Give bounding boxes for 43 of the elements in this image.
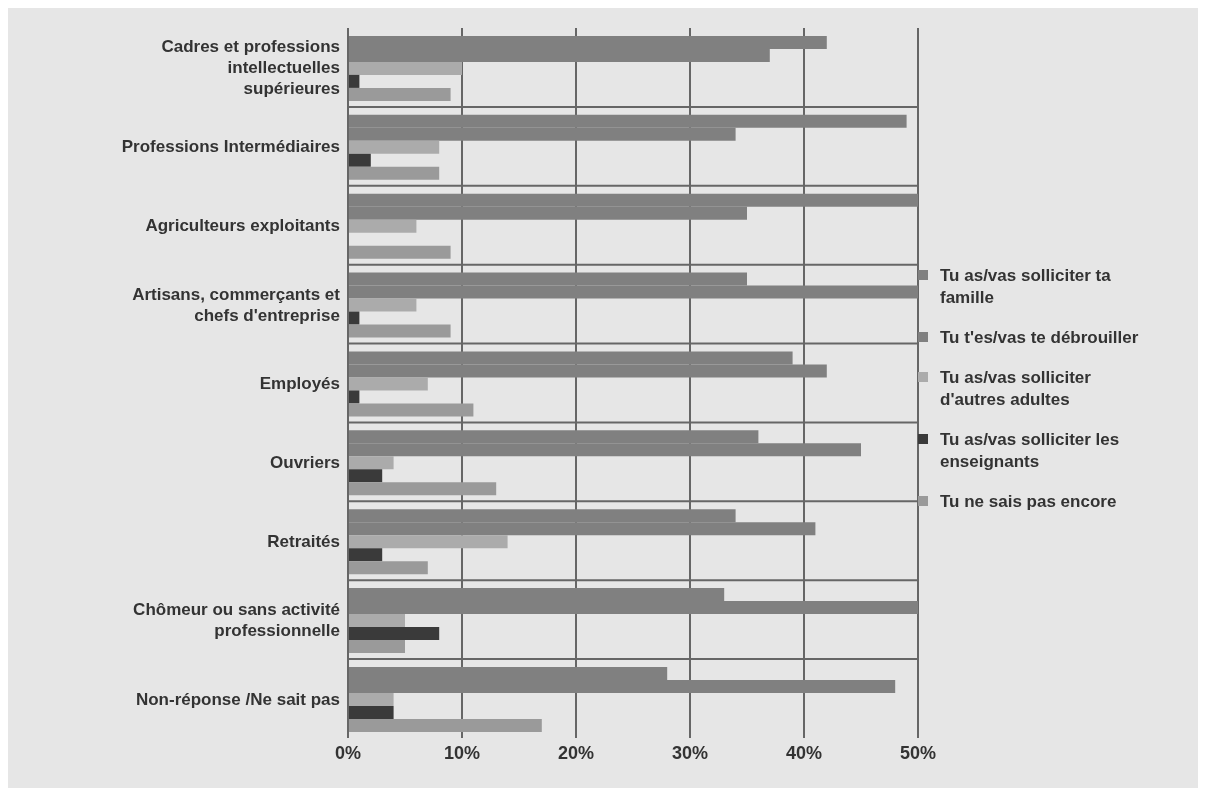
x-tick-label: 0% bbox=[334, 742, 362, 763]
x-tick-label: 10% bbox=[443, 742, 481, 763]
legend-label: Tu as/vas solliciter d'autres adultes bbox=[940, 367, 1092, 411]
y-tick-label: Agriculteurs exploitants bbox=[145, 216, 340, 236]
y-tick-label: Artisans, commerçants et chefs d'entreprise bbox=[132, 284, 341, 325]
bar bbox=[348, 535, 508, 549]
x-tick-label: 30% bbox=[671, 742, 709, 763]
legend-label: Tu as/vas solliciter ta famille bbox=[940, 265, 1112, 309]
x-tick-label: 40% bbox=[785, 742, 823, 763]
bar bbox=[348, 140, 440, 154]
y-tick-label: Employés bbox=[259, 374, 340, 393]
y-tick-label: Cadres et professions intellectuelles supérieures bbox=[161, 37, 340, 99]
y-tick-label: Professions Intermédiaires bbox=[121, 137, 340, 157]
x-tick-label: 20% bbox=[557, 742, 595, 763]
bar bbox=[348, 61, 462, 75]
x-tick-label: 50% bbox=[899, 742, 937, 763]
bar bbox=[348, 219, 417, 233]
y-tick-label: Ouvriers bbox=[270, 452, 340, 472]
bar bbox=[348, 298, 417, 312]
bar bbox=[348, 548, 383, 562]
y-tick-label: Chômeur ou sans activité professionnelle bbox=[133, 600, 340, 641]
y-tick-label: Non-réponse /Ne sait pas bbox=[135, 689, 340, 709]
bar bbox=[348, 377, 428, 391]
bar bbox=[348, 482, 497, 496]
bar bbox=[348, 87, 451, 101]
bar bbox=[348, 245, 451, 259]
legend-label: Tu as/vas solliciter les enseignants bbox=[940, 429, 1121, 473]
bar bbox=[348, 693, 394, 706]
bar bbox=[348, 627, 440, 641]
bar bbox=[348, 324, 451, 338]
bar bbox=[348, 561, 428, 575]
bar bbox=[348, 153, 371, 167]
bar bbox=[348, 640, 405, 654]
bar bbox=[348, 706, 394, 719]
bar bbox=[348, 456, 394, 470]
bar bbox=[348, 614, 405, 628]
legend-label: Tu ne sais pas encore bbox=[940, 491, 1118, 513]
legend-label: Tu t'es/vas te débrouiller bbox=[940, 327, 1140, 349]
y-tick-label: Retraités bbox=[267, 531, 340, 551]
bar bbox=[348, 469, 383, 483]
bar bbox=[348, 719, 542, 732]
bar bbox=[348, 166, 440, 180]
bar bbox=[348, 403, 474, 417]
